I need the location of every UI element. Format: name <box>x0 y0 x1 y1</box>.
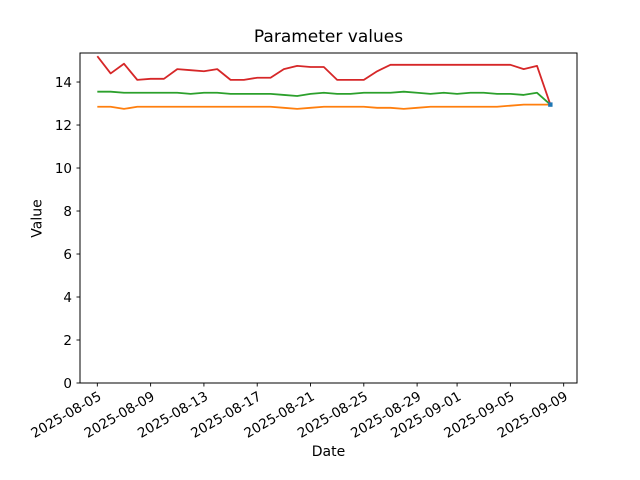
x-axis-label: Date <box>311 444 346 460</box>
y-tick-label: 6 <box>63 247 72 263</box>
y-tick-label: 8 <box>63 204 72 220</box>
series-marker-blue-parameter <box>548 102 553 107</box>
y-tick-label: 14 <box>55 75 72 91</box>
series-line-green-parameter <box>97 90 551 106</box>
y-tick-label: 12 <box>55 118 72 134</box>
series-line-red-parameter <box>96 55 552 105</box>
y-tick-label: 4 <box>63 290 72 306</box>
series-line-orange-parameter <box>97 103 551 110</box>
axes-spines <box>79 52 578 384</box>
y-tick-label: 2 <box>63 333 72 349</box>
y-tick-label: 10 <box>55 161 72 177</box>
chart-title: Parameter values <box>253 27 404 47</box>
y-tick-label: 0 <box>63 376 72 392</box>
